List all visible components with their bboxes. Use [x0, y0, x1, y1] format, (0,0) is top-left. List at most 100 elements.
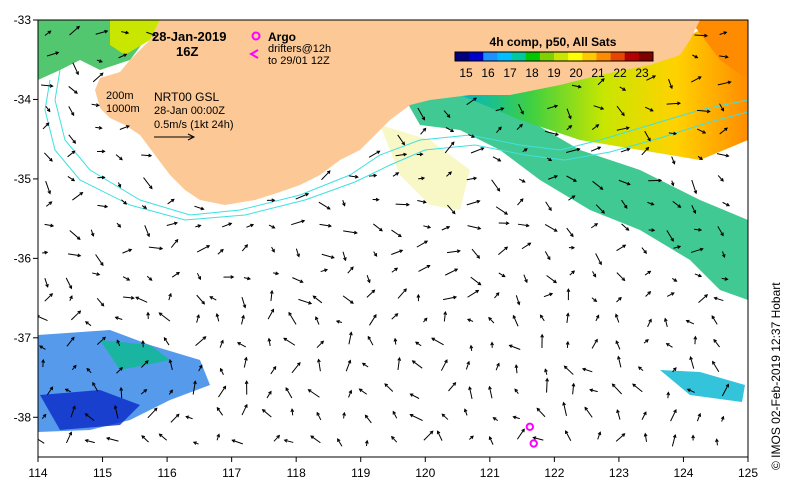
current-arrow-icon [448, 381, 457, 392]
current-arrow-icon [365, 439, 369, 447]
current-arrow-icon [495, 107, 505, 112]
current-arrow-icon [569, 270, 576, 276]
current-arrow-icon [335, 319, 343, 324]
current-arrow-icon [545, 201, 552, 212]
current-arrow-icon [135, 296, 148, 303]
current-arrow-icon [68, 86, 78, 94]
lon-tick-label: 120 [415, 466, 435, 480]
current-arrow-icon [194, 205, 205, 211]
current-arrow-icon [641, 411, 647, 421]
colorbar-swatch [582, 52, 597, 61]
current-arrow-icon [713, 296, 724, 302]
current-arrow-icon [113, 404, 119, 419]
current-arrow-icon [696, 412, 702, 422]
current-arrow-icon [620, 147, 631, 153]
current-arrow-icon [243, 356, 248, 368]
current-arrow-icon [266, 390, 272, 399]
current-arrow-icon [69, 25, 80, 36]
current-arrow-icon [496, 126, 502, 133]
current-arrow-icon [411, 360, 423, 369]
current-arrow-icon [467, 289, 480, 298]
colorbar-swatch [469, 52, 484, 61]
current-arrow-icon [686, 388, 695, 393]
current-arrow-icon [632, 383, 643, 393]
scale-arrow-icon [154, 133, 196, 141]
colorbar-tick-label: 16 [481, 66, 495, 80]
current-arrow-icon [348, 331, 353, 345]
current-arrow-icon [42, 250, 49, 255]
current-arrow-icon [516, 428, 525, 440]
colorbar-tick-label: 23 [635, 66, 649, 80]
current-arrow-icon [283, 438, 294, 443]
current-arrow-icon [366, 289, 376, 298]
current-arrow-icon [168, 358, 173, 371]
current-arrow-icon [393, 337, 398, 345]
current-arrow-icon [546, 275, 557, 284]
current-arrow-icon [168, 389, 173, 395]
current-arrow-icon [119, 386, 124, 399]
current-arrow-icon [391, 435, 398, 443]
current-arrow-icon [641, 247, 647, 254]
current-arrow-icon [565, 312, 570, 323]
current-arrow-icon [670, 180, 675, 187]
current-arrow-icon [44, 293, 54, 302]
current-arrow-icon [590, 223, 599, 229]
current-arrow-icon [672, 200, 682, 208]
current-arrow-icon [43, 152, 53, 162]
current-arrow-icon [518, 178, 526, 183]
current-arrow-icon [38, 438, 45, 444]
current-arrow-icon [436, 430, 443, 441]
current-arrow-icon [543, 292, 554, 298]
current-arrow-icon [668, 78, 673, 90]
current-arrow-icon [719, 103, 725, 112]
current-arrow-icon [68, 106, 75, 117]
current-arrow-icon [217, 248, 224, 255]
current-arrow-icon [171, 271, 181, 278]
current-arrow-icon [694, 273, 703, 278]
colorbar-swatch [568, 52, 583, 61]
current-arrow-icon [442, 295, 458, 301]
current-arrow-icon [268, 224, 276, 229]
product-label: NRT00 GSL [154, 90, 219, 104]
current-arrow-icon [514, 388, 519, 394]
current-arrow-icon [597, 78, 605, 86]
current-arrow-icon [591, 124, 600, 131]
current-arrow-icon [689, 356, 695, 369]
lon-tick-label: 118 [287, 466, 306, 480]
current-arrow-icon [616, 272, 626, 282]
current-arrow-icon [397, 134, 406, 146]
current-arrow-icon [347, 266, 354, 274]
current-arrow-icon [488, 385, 493, 399]
current-arrow-icon [97, 204, 109, 209]
current-arrow-icon [348, 174, 359, 179]
current-arrow-icon [523, 274, 528, 284]
current-arrow-icon [65, 277, 73, 290]
current-arrow-icon [690, 247, 704, 253]
colorbar-tick-label: 17 [503, 66, 517, 80]
current-arrow-icon [643, 339, 649, 344]
current-arrow-icon [670, 409, 677, 422]
current-arrow-icon [368, 150, 381, 158]
current-arrow-icon [123, 295, 135, 300]
current-arrow-icon [423, 317, 428, 323]
current-arrow-icon [141, 205, 148, 209]
current-arrow-icon [321, 253, 335, 259]
colorbar-swatch [624, 52, 640, 61]
current-arrow-icon [691, 434, 695, 441]
current-arrow-icon [348, 389, 353, 398]
current-arrow-icon [722, 201, 731, 207]
current-arrow-icon [443, 110, 451, 118]
current-arrow-icon [144, 225, 150, 238]
current-arrow-icon [68, 134, 77, 144]
current-arrow-icon [148, 246, 164, 251]
current-arrow-icon [44, 223, 55, 228]
current-arrow-icon [522, 148, 528, 153]
colorbar-tick-label: 21 [591, 66, 605, 80]
current-arrow-icon [216, 406, 224, 416]
current-arrow-icon [420, 127, 427, 135]
current-arrow-icon [146, 311, 150, 320]
current-arrow-icon [285, 387, 293, 399]
current-arrow-icon [392, 172, 400, 177]
current-arrow-icon [397, 356, 402, 371]
current-arrow-icon [45, 105, 51, 113]
